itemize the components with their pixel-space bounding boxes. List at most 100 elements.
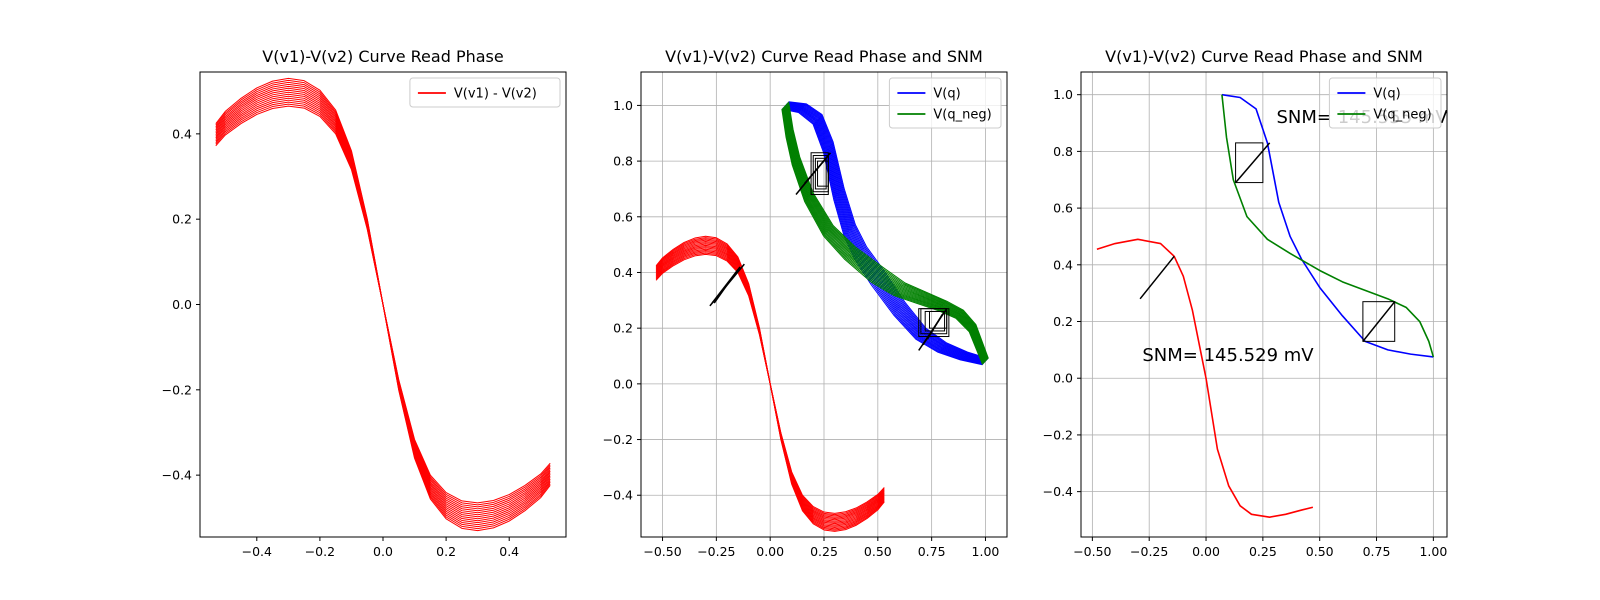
snm-square-0 [1235,142,1264,184]
series-line-1-0 [781,109,984,365]
x-tick-label: −0.50 [643,544,681,559]
x-tick-label: 0.4 [499,544,519,559]
series-line-0-1 [782,108,984,365]
legend: V(q) V(q_neg) [888,77,1002,129]
snm-annotation: SNM= 145.529 mV [1142,345,1314,366]
x-tick-label: 0.75 [1363,544,1391,559]
y-tick-label: 0.0 [613,376,633,391]
y-tick-label: 0.6 [1053,201,1073,216]
y-tick-label: 0.0 [172,297,192,312]
series-line-0-4 [783,106,985,364]
series-line-1-7 [784,105,986,362]
snm-diagonal-1 [1235,142,1271,184]
chart-panel-1: −0.4 −0.2 0.0 0.2 0.4 −0.4 −0.2 0.0 0.2 0.4 V(v1)-… [162,47,567,559]
x-tick-label: 0.50 [1306,544,1334,559]
x-tick-label: 1.00 [972,544,1000,559]
snm-diagonal-8 [926,313,944,340]
series-line-1-9 [785,104,987,361]
series-line-1-0 [1221,94,1435,358]
x-tick-label: 1.00 [1419,544,1447,559]
legend-box [1328,77,1442,129]
x-tick-label: 0.2 [436,544,456,559]
y-tick-label: −0.2 [162,382,192,397]
legend-label: V(q_neg) [1373,108,1431,123]
x-tick-label: 0.00 [1192,544,1220,559]
y-tick-label: 0.4 [613,265,633,280]
x-tick-label: 0.50 [864,544,892,559]
chart-title: V(v1)-V(v2) Curve Read Phase and SNM [1105,47,1423,66]
series-line-1-1 [781,108,984,365]
series-line-1-14 [788,101,989,359]
y-tick-label: 0.8 [1053,144,1073,159]
y-tick-label: 0.4 [172,126,192,141]
legend: V(v1) - V(v2) [409,77,561,108]
y-tick-label: 0.2 [172,212,192,227]
snm-diagonal-2 [1362,301,1396,342]
x-tick-label: 0.25 [1249,544,1277,559]
y-tick-label: −0.4 [1043,484,1073,499]
y-tick-label: −0.4 [162,468,192,483]
legend-box [888,77,1002,129]
series-line-2-14 [655,235,885,532]
y-tick-label: −0.4 [603,488,633,503]
series-line-1-3 [782,107,985,364]
series-line-1-8 [785,104,987,362]
series-line-0-2 [782,107,984,365]
snm-diagonal-5 [804,157,827,184]
series-line-1-5 [783,106,986,363]
series-line-0-14 [215,77,551,532]
snm-diagonal-2 [713,269,739,304]
legend: V(q) V(q_neg) [1328,77,1442,129]
series-line-1-11 [786,103,988,360]
series-line-0-12 [787,102,988,360]
series-line-0-11 [787,102,988,361]
axes-frame [1080,71,1448,538]
y-tick-label: 0.0 [1053,371,1073,386]
snm-diagonal-0 [1139,255,1175,300]
series-line-1-12 [787,102,989,360]
legend-box [409,77,561,108]
series-line-0-6 [784,105,986,363]
y-tick-label: 0.4 [1053,257,1073,272]
x-tick-label: −0.50 [1073,544,1111,559]
snm-square-1 [1362,301,1396,342]
series-line-1-10 [786,103,988,361]
y-tick-label: 0.8 [613,154,633,169]
series-line-0-7 [785,104,986,363]
plot-area [655,101,989,532]
x-tick-label: 0.75 [918,544,946,559]
series-line-1-4 [783,106,985,364]
y-tick-label: −0.2 [1043,427,1073,442]
y-tick-label: 0.2 [1053,314,1073,329]
series-line-1-13 [787,102,989,360]
y-tick-label: 1.0 [1053,87,1073,102]
series-line-0-14 [788,101,989,359]
x-tick-label: −0.25 [697,544,735,559]
chart-panel-3: −0.50 −0.25 0.00 0.25 0.50 0.75 1.00 −0.4 −0.2 0.… [1043,47,1449,559]
series-line-0-3 [783,107,984,364]
legend-label: V(q) [933,87,960,102]
x-tick-label: 0.25 [810,544,838,559]
y-tick-label: −0.2 [603,432,633,447]
x-tick-label: −0.2 [305,544,335,559]
chart-title: V(v1)-V(v2) Curve Read Phase and SNM [665,47,983,66]
legend-label: V(q) [1373,87,1400,102]
series-line-0-5 [784,105,985,363]
plot-area [1096,93,1435,518]
legend-label: V(q_neg) [933,108,991,123]
plot-area [215,77,551,532]
x-tick-label: −0.4 [242,544,272,559]
series-line-0-9 [786,103,987,362]
x-tick-label: −0.25 [1130,544,1168,559]
y-tick-label: 0.2 [613,321,633,336]
legend-label: V(v1) - V(v2) [454,87,537,102]
series-line-0-10 [786,103,987,361]
x-tick-label: 0.0 [373,544,393,559]
chart-panel-2: −0.50 −0.25 0.00 0.25 0.50 0.75 1.00 −0.4 −0.2 0.… [603,47,1008,559]
snm-square-7 [928,310,948,329]
series-line-2-0 [1096,238,1314,518]
series-line-0-13 [788,101,989,360]
y-tick-label: 1.0 [613,98,633,113]
snm-square-2 [814,157,827,190]
